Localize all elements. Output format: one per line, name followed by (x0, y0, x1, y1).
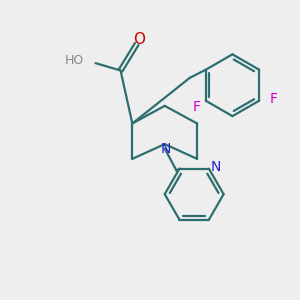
Text: HO: HO (64, 54, 84, 67)
Text: O: O (133, 32, 145, 47)
Text: N: N (161, 142, 171, 156)
Text: F: F (269, 92, 278, 106)
Text: F: F (193, 100, 201, 114)
Text: N: N (210, 160, 220, 174)
